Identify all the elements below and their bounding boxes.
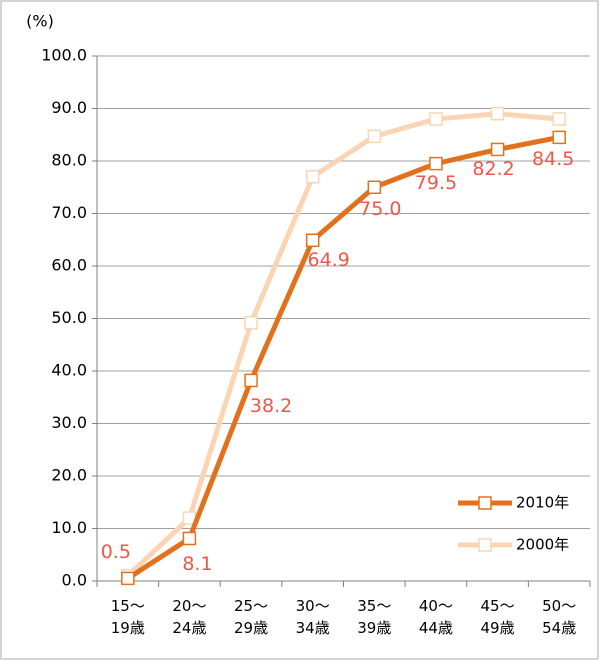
x-tick-label: 35～ 39歳 (357, 597, 392, 637)
point-marker (182, 531, 197, 546)
y-tick-label: 40.0 (51, 361, 87, 380)
x-tick-label: 45～ 49歳 (480, 597, 515, 637)
data-label: 82.2 (472, 158, 514, 180)
data-label: 0.5 (101, 541, 131, 563)
y-tick-label: 50.0 (51, 308, 87, 327)
legend-marker (478, 496, 492, 510)
point-marker (429, 112, 443, 126)
point-marker (490, 107, 505, 121)
y-tick-label: 100.0 (41, 46, 87, 65)
data-label: 84.5 (532, 148, 574, 170)
x-tick-label: 50～ 54歳 (542, 597, 577, 637)
point-marker (121, 571, 135, 586)
x-tick-label: 40～ 44歳 (418, 597, 453, 637)
point-marker (552, 112, 566, 126)
y-tick-label: 10.0 (51, 518, 87, 537)
data-label: 8.1 (182, 553, 212, 575)
data-label: 38.2 (250, 395, 292, 417)
x-tick-label: 15～ 19歳 (110, 597, 145, 637)
x-tick-label: 20～ 24歳 (172, 597, 207, 637)
series-line (126, 111, 560, 578)
data-label: 79.5 (415, 172, 457, 194)
point-marker (305, 170, 320, 184)
y-tick-label: 20.0 (51, 466, 87, 485)
legend-label: 2010年 (516, 494, 569, 512)
point-marker (244, 373, 258, 388)
point-marker (552, 130, 566, 145)
series-line (126, 134, 560, 581)
point-marker (367, 180, 382, 194)
x-tick-label: 30～ 34歳 (295, 597, 330, 637)
data-label: 64.9 (308, 249, 350, 271)
point-marker (244, 315, 258, 330)
x-tick-label: 25～ 29歳 (234, 597, 269, 637)
point-marker (490, 142, 505, 157)
y-tick-label: 30.0 (51, 413, 87, 432)
point-marker (305, 233, 320, 248)
legend-label: 2000年 (516, 536, 569, 554)
y-axis-label: (%) (26, 12, 54, 31)
y-tick-label: 0.0 (62, 571, 87, 590)
legend-marker (478, 538, 492, 552)
y-tick-label: 60.0 (51, 256, 87, 275)
point-marker (367, 129, 382, 144)
y-tick-label: 80.0 (51, 151, 87, 170)
y-tick-label: 90.0 (51, 98, 87, 117)
data-label: 75.0 (359, 198, 401, 220)
point-marker (429, 156, 443, 171)
y-tick-label: 70.0 (51, 203, 87, 222)
